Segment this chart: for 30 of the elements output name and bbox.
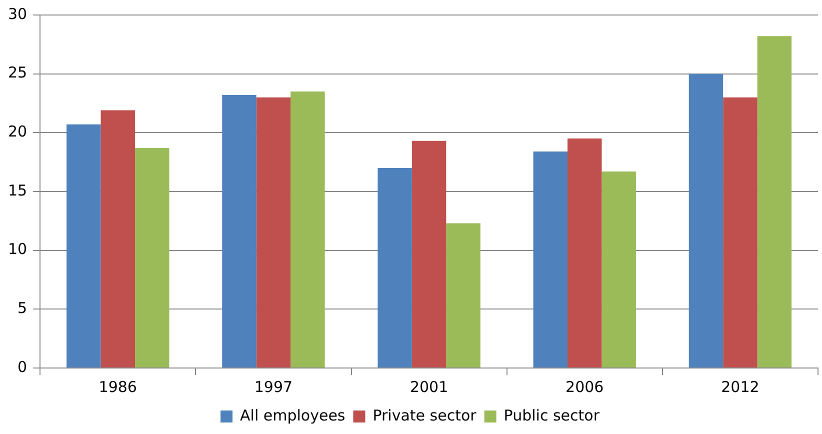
bar: [723, 97, 758, 368]
bar: [446, 223, 480, 368]
x-tick-label: 2006: [566, 378, 604, 396]
legend-label: Private sector: [372, 406, 478, 424]
bar: [757, 36, 792, 368]
y-tick-label: 20: [8, 122, 28, 141]
bar: [602, 171, 636, 368]
bar: [533, 151, 568, 368]
bar: [134, 148, 170, 368]
y-tick-label: 30: [8, 4, 28, 23]
bar: [568, 138, 602, 368]
bar: [378, 168, 412, 368]
bar: [412, 140, 446, 368]
bar: [222, 95, 256, 368]
x-tick-label: 1986: [98, 378, 137, 396]
bar: [100, 110, 135, 368]
x-tick-label: 1997: [254, 378, 293, 396]
bar: [66, 124, 101, 368]
legend-label: Public sector: [504, 406, 600, 424]
y-tick-label: 0: [18, 358, 28, 376]
x-tick-label: 2001: [410, 378, 448, 396]
y-tick-label: 25: [8, 64, 28, 82]
bar: [688, 74, 724, 368]
legend-label: All employees: [240, 406, 346, 424]
y-tick-label: 10: [8, 240, 28, 258]
bar: [256, 97, 291, 368]
y-tick-label: 5: [18, 299, 28, 318]
y-tick-label: 15: [8, 181, 28, 200]
x-tick-label: 2012: [721, 378, 760, 396]
bar: [290, 91, 325, 368]
